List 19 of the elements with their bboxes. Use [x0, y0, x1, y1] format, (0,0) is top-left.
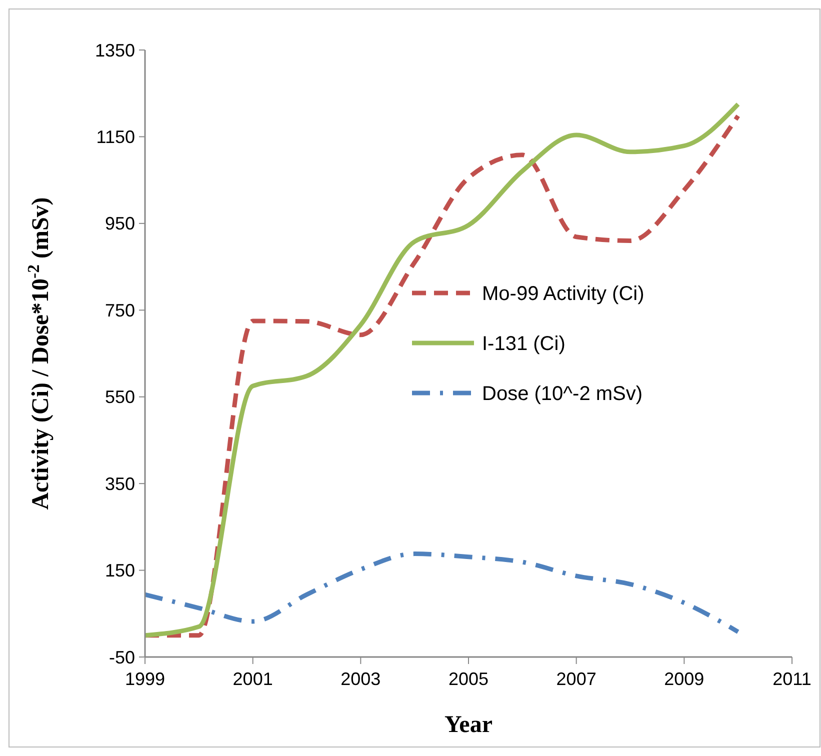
- x-tick-label: 2009: [664, 669, 704, 689]
- x-axis-title: Year: [444, 712, 493, 738]
- y-tick-label: 950: [104, 214, 135, 234]
- x-tick-label: 2001: [232, 669, 273, 689]
- x-tick-label: 2011: [772, 669, 812, 689]
- y-tick-label: 350: [104, 474, 135, 494]
- legend-label: I-131 (Ci): [482, 333, 566, 355]
- y-tick-label: 150: [104, 560, 135, 581]
- y-tick-label: -50: [108, 647, 135, 668]
- x-tick-label: 2005: [448, 669, 489, 689]
- x-tick-label: 2003: [340, 669, 381, 689]
- y-tick-label: 550: [104, 387, 135, 408]
- legend-label: Mo-99 Activity (Ci): [482, 283, 644, 305]
- legend-label: Dose (10^-2 mSv): [482, 383, 643, 405]
- y-tick-label: 1350: [94, 40, 135, 60]
- y-tick-label: 750: [104, 300, 135, 320]
- y-tick-label: 1150: [96, 127, 135, 148]
- x-tick-label: 1999: [124, 669, 166, 689]
- x-tick-label: 2007: [556, 669, 596, 689]
